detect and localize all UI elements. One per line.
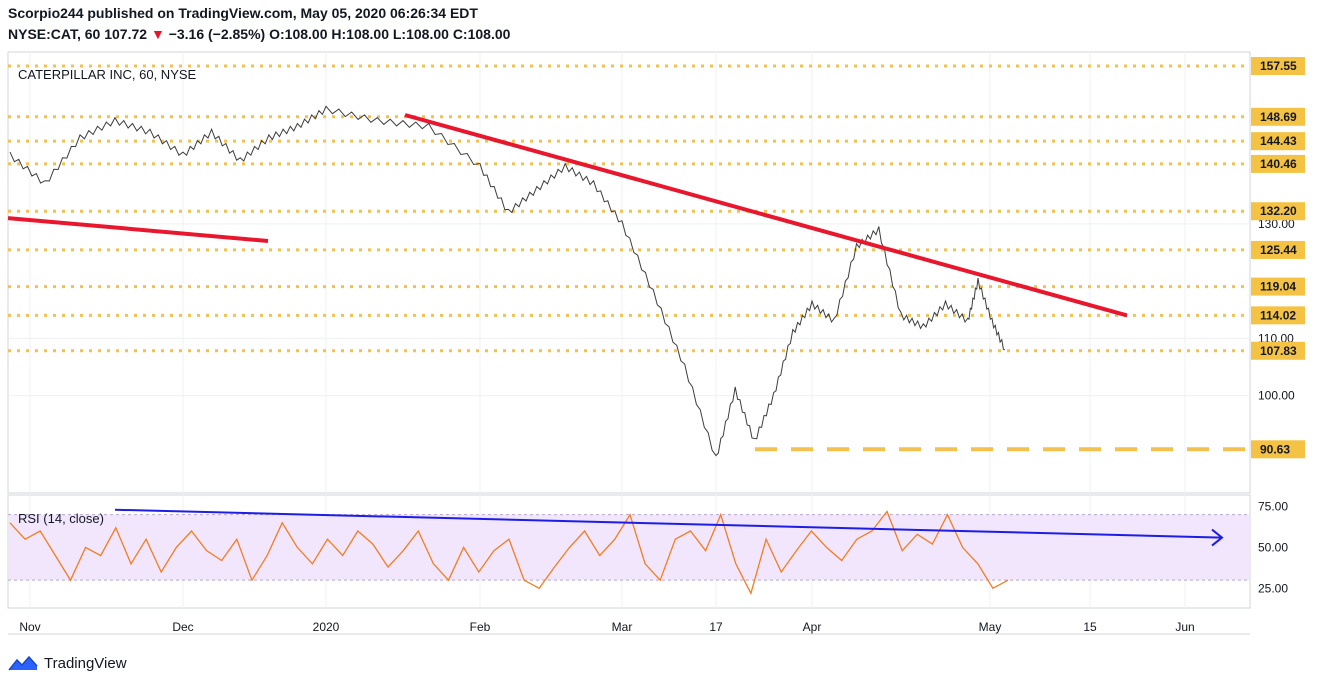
x-tick-label: Feb [470, 620, 491, 634]
rsi-series [9, 508, 1224, 596]
x-tick-label: Jun [1175, 620, 1194, 634]
rsi-tick-label: 50.00 [1258, 540, 1288, 554]
symbol-label: NYSE:CAT, 60 [8, 26, 101, 42]
x-tick-label: Dec [172, 620, 193, 634]
level-tag-bg [1251, 240, 1305, 259]
last-price: 107.72 [104, 26, 148, 42]
down-arrow-icon: ▼ [150, 26, 165, 42]
chart-title: CATERPILLAR INC, 60, NYSE [18, 67, 197, 82]
price-pane-frame [7, 51, 1251, 494]
price-line [9, 105, 1006, 457]
level-tag-bg [1251, 440, 1305, 459]
rsi-band [8, 514, 1250, 581]
trendlines[interactable] [7, 113, 1128, 318]
level-tag-bg [1251, 132, 1305, 151]
rsi-pane-frame [7, 494, 1251, 609]
rsi-band-fill [9, 514, 1249, 581]
price-tick-label: 100.00 [1258, 389, 1295, 403]
level-tag-label: 132.20 [1260, 204, 1297, 218]
level-tag-label: 144.43 [1260, 134, 1297, 148]
level-tags: 157.55 148.69 144.43 140.46 132.20 125.44 119.… [1251, 57, 1305, 459]
level-tag-bg [1251, 341, 1305, 360]
level-tag-bg [1251, 107, 1305, 126]
level-tag-bg [1251, 277, 1305, 296]
chart-frames [7, 51, 1251, 635]
level-tag-label: 119.04 [1260, 280, 1296, 294]
level-tag-label: 148.69 [1260, 110, 1297, 124]
level-lines [8, 64, 1250, 452]
rsi-trend-line [114, 508, 1223, 539]
rsi-tick-label: 25.00 [1258, 581, 1288, 595]
symbol-quote-line: NYSE:CAT, 60 107.72 ▼ −3.16 (−2.85%) O:1… [8, 26, 510, 42]
low-label: L: [392, 26, 407, 42]
x-tick-label: 17 [709, 620, 723, 634]
level-tag-bg [1251, 306, 1305, 325]
price-change: −3.16 (−2.85%) [168, 26, 266, 42]
rsi-tick-label: 75.00 [1258, 499, 1288, 513]
tradingview-logo-icon [8, 655, 38, 671]
price-series [9, 105, 1006, 457]
high-label: H: [331, 26, 347, 42]
x-tick-label: Mar [612, 620, 633, 634]
level-tag-label: 140.46 [1260, 157, 1297, 171]
open-value: 108.00 [284, 26, 328, 42]
price-tick-label: 130.00 [1258, 217, 1295, 231]
low-value: 108.00 [406, 26, 449, 42]
tradingview-brand: TradingView [44, 654, 127, 672]
rsi-trend-arrowhead [1211, 528, 1224, 547]
resistance-trendline [7, 216, 269, 243]
level-tag-bg [1251, 154, 1305, 173]
x-tick-label: May [979, 620, 1002, 634]
level-tag-label: 90.63 [1260, 442, 1290, 456]
resistance-trendline [404, 113, 1128, 318]
open-label: O: [269, 26, 285, 42]
high-value: 108.00 [346, 26, 389, 42]
publisher-line: Scorpio244 published on TradingView.com,… [8, 5, 478, 21]
level-tag-label: 114.02 [1260, 308, 1296, 322]
level-tag-label: 157.55 [1260, 59, 1297, 73]
x-tick-label: 2020 [313, 620, 340, 634]
tradingview-footer[interactable]: TradingView [8, 654, 127, 672]
level-tag-label: 125.44 [1260, 243, 1297, 257]
x-tick-label: 15 [1083, 620, 1097, 634]
level-tag-bg [1251, 57, 1305, 76]
level-tag-bg [1251, 202, 1305, 221]
rsi-line [9, 510, 1009, 596]
rsi-label: RSI (14, close) [18, 511, 104, 526]
x-tick-label: Apr [803, 620, 822, 634]
level-tag-label: 107.83 [1260, 344, 1297, 358]
close-value: 108.00 [467, 26, 511, 42]
x-tick-label: Nov [19, 620, 40, 634]
close-label: C: [452, 26, 468, 42]
